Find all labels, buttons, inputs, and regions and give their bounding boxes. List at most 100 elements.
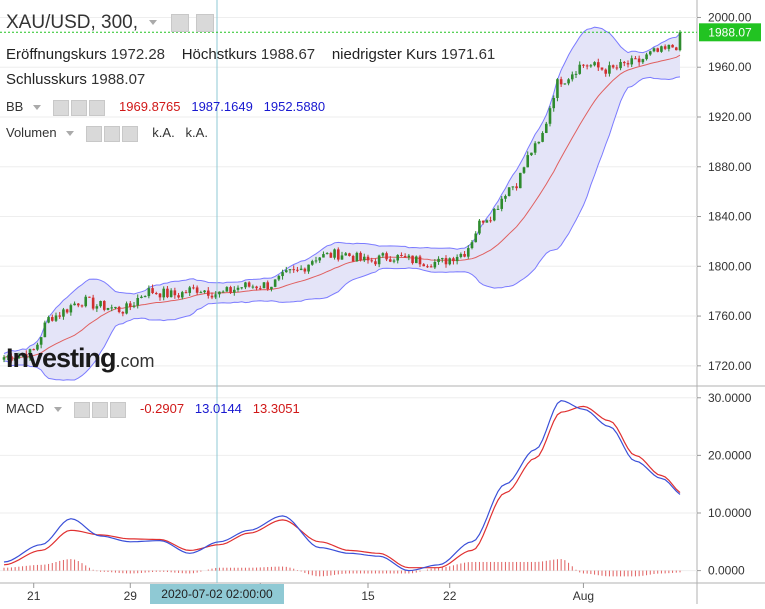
candle-body: [121, 312, 125, 314]
price-tick-label: 1960.00: [708, 60, 752, 74]
candle-body: [667, 44, 671, 49]
candle-body: [615, 67, 619, 69]
macd-signal-value: 13.3051: [252, 401, 300, 416]
candle-body: [507, 187, 511, 196]
bb-dropdown-icon[interactable]: [32, 105, 41, 111]
candle-body: [500, 198, 504, 209]
candle-body: [563, 83, 567, 85]
candle-body: [392, 260, 396, 262]
volume-dropdown-icon[interactable]: [66, 131, 75, 137]
close-icon[interactable]: [121, 125, 138, 142]
candle-body: [225, 287, 229, 292]
settings-icon[interactable]: [170, 13, 189, 32]
gear-icon[interactable]: [70, 99, 87, 116]
candle-body: [158, 293, 162, 298]
candle-body: [47, 317, 50, 323]
close-icon[interactable]: [88, 99, 105, 116]
bollinger-band-fill: [4, 27, 680, 381]
candle-body: [474, 233, 478, 243]
candle-body: [619, 62, 622, 69]
close-icon[interactable]: [109, 401, 126, 418]
candle-body: [489, 220, 492, 222]
volume-value-1: k.A.: [152, 125, 175, 140]
candle-body: [533, 143, 537, 153]
candle-body: [444, 258, 448, 265]
candle-body: [604, 69, 608, 74]
candle-body: [6, 356, 10, 358]
time-tick-label: 21: [27, 589, 41, 603]
candle-body: [28, 349, 32, 359]
volume-value-2: k.A.: [185, 125, 208, 140]
macd-dropdown-icon[interactable]: [53, 407, 62, 413]
candle-body: [184, 292, 188, 294]
candle-body: [73, 303, 76, 306]
time-tick-label: Aug: [573, 589, 594, 603]
last-price-label: 1988.07: [708, 25, 752, 39]
candle-body: [95, 306, 99, 309]
candle-body: [377, 255, 381, 265]
candle-body: [65, 309, 69, 313]
candle-body: [559, 79, 563, 85]
macd-line-value: 13.0144: [194, 401, 242, 416]
candle-body: [481, 220, 485, 223]
symbol-title: XAU/USD, 300,: [6, 12, 214, 34]
price-tick-label: 1840.00: [708, 210, 752, 224]
price-tick-label: 1880.00: [708, 160, 752, 174]
low-label: niedrigster Kurs: [331, 46, 437, 63]
bb-upper-value: 1987.1649: [191, 99, 253, 114]
candle-body: [195, 287, 199, 293]
macd-label: MACD: [6, 401, 45, 416]
candle-body: [585, 65, 589, 67]
candle-body: [284, 270, 288, 273]
candle-body: [355, 252, 359, 262]
time-tick-label: 22: [443, 589, 457, 603]
gear-icon[interactable]: [91, 401, 108, 418]
candle-body: [247, 282, 251, 287]
candle-body: [541, 132, 544, 142]
macd-tick-label: 10.0000: [708, 506, 752, 520]
candle-body: [91, 297, 95, 309]
candle-body: [221, 291, 225, 293]
macd-signal-line: [3, 405, 681, 569]
candle-body: [548, 108, 552, 124]
candle-body: [630, 58, 634, 65]
candle-body: [504, 195, 507, 199]
candle-body: [466, 248, 470, 257]
candle-body: [255, 286, 258, 289]
candle-body: [596, 62, 600, 68]
candle-body: [518, 172, 522, 189]
candle-body: [470, 242, 474, 249]
candle-body: [206, 290, 210, 296]
candle-body: [362, 256, 366, 261]
candle-body: [496, 208, 500, 210]
candle-body: [656, 48, 660, 52]
low-value: 1971.61: [441, 46, 496, 63]
visibility-icon[interactable]: [73, 401, 90, 418]
candle-body: [381, 253, 385, 256]
candle-body: [188, 287, 192, 293]
candle-body: [325, 253, 329, 255]
candle-body: [336, 249, 340, 260]
visibility-icon[interactable]: [52, 99, 69, 116]
candle-body: [455, 256, 459, 262]
close-label: Schlusskurs: [6, 71, 87, 88]
candle-body: [114, 306, 117, 308]
gear-icon[interactable]: [103, 125, 120, 142]
candle-body: [177, 295, 180, 298]
candle-body: [641, 59, 645, 63]
gear-icon[interactable]: [195, 13, 214, 32]
candle-body: [10, 356, 13, 361]
price-tick-label: 1720.00: [708, 359, 752, 373]
candle-body: [273, 279, 277, 287]
visibility-icon[interactable]: [85, 125, 102, 142]
symbol-dropdown-icon[interactable]: [149, 20, 158, 26]
price-tick-label: 2000.00: [708, 10, 752, 24]
candle-body: [99, 301, 102, 307]
candle-body: [637, 58, 641, 63]
candle-body: [307, 264, 310, 272]
candle-body: [151, 288, 154, 294]
macd-line: [3, 399, 681, 572]
candle-body: [593, 62, 596, 66]
